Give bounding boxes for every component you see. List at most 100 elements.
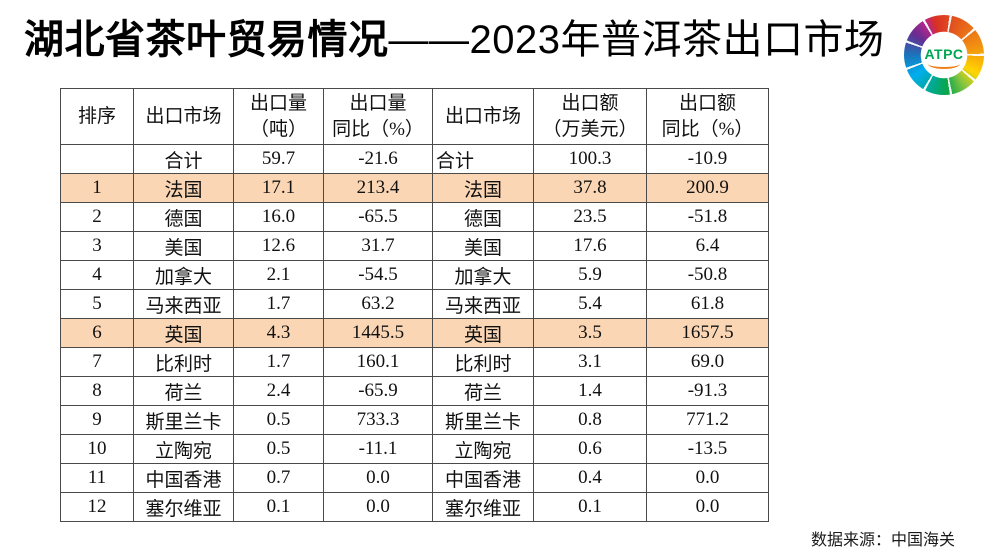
rank-cell: 6 [60,318,134,348]
market-cell: 中国香港 [133,463,234,493]
header-line: 出口额 [678,92,736,114]
market-cell: 荷兰 [133,376,234,406]
header-line: 出口市场 [444,105,521,127]
atpc-logo-icon: ATPC [904,15,984,95]
value-yoy-cell: 0.0 [646,492,769,522]
rank-cell: 9 [60,405,134,435]
volume-cell: 12.6 [233,231,324,261]
market-cell: 德国 [432,202,534,232]
table-row: 6 英国 4.3 1445.5 英国 3.5 1657.5 [60,318,769,348]
value-cell: 0.6 [533,434,647,464]
header-line: （吨） [249,118,307,140]
volume-yoy-cell: 0.0 [323,492,433,522]
table-row: 4 加拿大 2.1 -54.5 加拿大 5.9 -50.8 [60,260,769,290]
value-cell: 17.6 [533,231,647,261]
atpc-logo-label: ATPC [924,46,964,62]
header-line: 出口额 [561,92,619,114]
market-cell: 斯里兰卡 [432,405,534,435]
value-cell: 0.8 [533,405,647,435]
value-cell: 1.4 [533,376,647,406]
col-header-market-volume: 出口市场 [133,88,234,145]
volume-cell: 0.5 [233,405,324,435]
volume-cell: 0.7 [233,463,324,493]
rank-cell: 4 [60,260,134,290]
market-cell: 塞尔维亚 [432,492,534,522]
rank-cell: 12 [60,492,134,522]
volume-cell: 17.1 [233,173,324,203]
value-cell: 3.5 [533,318,647,348]
export-market-table: 排序 出口市场 出口量 （吨） 出口量 同比（%） 出口市场 出口额 （万美元） 出口… [60,88,769,522]
market-cell: 美国 [432,231,534,261]
value-cell: 0.4 [533,463,647,493]
col-header-value: 出口额 （万美元） [533,88,647,145]
market-cell: 合计 [133,144,234,174]
value-yoy-cell: -91.3 [646,376,769,406]
volume-yoy-cell: 31.7 [323,231,433,261]
rank-cell [60,144,134,174]
volume-cell: 1.7 [233,347,324,377]
table-row: 3 美国 12.6 31.7 美国 17.6 6.4 [60,231,769,261]
market-cell: 英国 [133,318,234,348]
rank-cell: 10 [60,434,134,464]
market-cell: 荷兰 [432,376,534,406]
header-line: 排序 [77,105,116,127]
value-cell: 5.9 [533,260,647,290]
col-header-volume: 出口量 （吨） [233,88,324,145]
market-cell: 加拿大 [432,260,534,290]
rank-cell: 11 [60,463,134,493]
volume-yoy-cell: -65.9 [323,376,433,406]
header-line: 出口量 [349,92,407,114]
col-header-volume-yoy: 出口量 同比（%） [323,88,433,145]
market-cell: 比利时 [133,347,234,377]
table-row: 5 马来西亚 1.7 63.2 马来西亚 5.4 61.8 [60,289,769,319]
volume-cell: 0.5 [233,434,324,464]
volume-cell: 2.4 [233,376,324,406]
value-yoy-cell: 69.0 [646,347,769,377]
slide-title-main: 湖北省茶叶贸易情况 [24,18,389,62]
volume-cell: 1.7 [233,289,324,319]
volume-yoy-cell: -65.5 [323,202,433,232]
value-cell: 3.1 [533,347,647,377]
table-row: 8 荷兰 2.4 -65.9 荷兰 1.4 -91.3 [60,376,769,406]
value-cell: 5.4 [533,289,647,319]
market-cell: 德国 [133,202,234,232]
volume-cell: 2.1 [233,260,324,290]
table-row: 10 立陶宛 0.5 -11.1 立陶宛 0.6 -13.5 [60,434,769,464]
volume-cell: 4.3 [233,318,324,348]
header-line: 出口市场 [145,105,222,127]
market-cell: 法国 [133,173,234,203]
market-cell: 马来西亚 [133,289,234,319]
volume-yoy-cell: 213.4 [323,173,433,203]
rank-cell: 1 [60,173,134,203]
header-line: 同比（%） [661,118,754,140]
value-yoy-cell: -51.8 [646,202,769,232]
table-body: 合计 59.7 -21.6 合计 100.3 -10.9 1 法国 17.1 213.4 法国 37.… [60,144,769,522]
value-yoy-cell: -10.9 [646,144,769,174]
value-yoy-cell: 771.2 [646,405,769,435]
market-cell: 塞尔维亚 [133,492,234,522]
col-header-market-value: 出口市场 [432,88,534,145]
header-line: 出口量 [249,92,307,114]
table-row: 合计 59.7 -21.6 合计 100.3 -10.9 [60,144,769,174]
slide-title-sub: ——2023年普洱茶出口市场 [388,18,885,62]
atpc-logo-swoosh [928,59,960,69]
value-yoy-cell: 61.8 [646,289,769,319]
table-row: 9 斯里兰卡 0.5 733.3 斯里兰卡 0.8 771.2 [60,405,769,435]
rank-cell: 7 [60,347,134,377]
value-cell: 23.5 [533,202,647,232]
market-cell: 比利时 [432,347,534,377]
col-header-rank: 排序 [60,88,134,145]
header-line: （万美元） [542,118,638,140]
volume-cell: 16.0 [233,202,324,232]
value-yoy-cell: -13.5 [646,434,769,464]
value-yoy-cell: 200.9 [646,173,769,203]
volume-yoy-cell: -21.6 [323,144,433,174]
volume-yoy-cell: 160.1 [323,347,433,377]
market-cell: 美国 [133,231,234,261]
volume-cell: 0.1 [233,492,324,522]
market-cell: 立陶宛 [432,434,534,464]
volume-yoy-cell: 63.2 [323,289,433,319]
table-row: 12 塞尔维亚 0.1 0.0 塞尔维亚 0.1 0.0 [60,492,769,522]
volume-yoy-cell: 733.3 [323,405,433,435]
market-cell: 中国香港 [432,463,534,493]
